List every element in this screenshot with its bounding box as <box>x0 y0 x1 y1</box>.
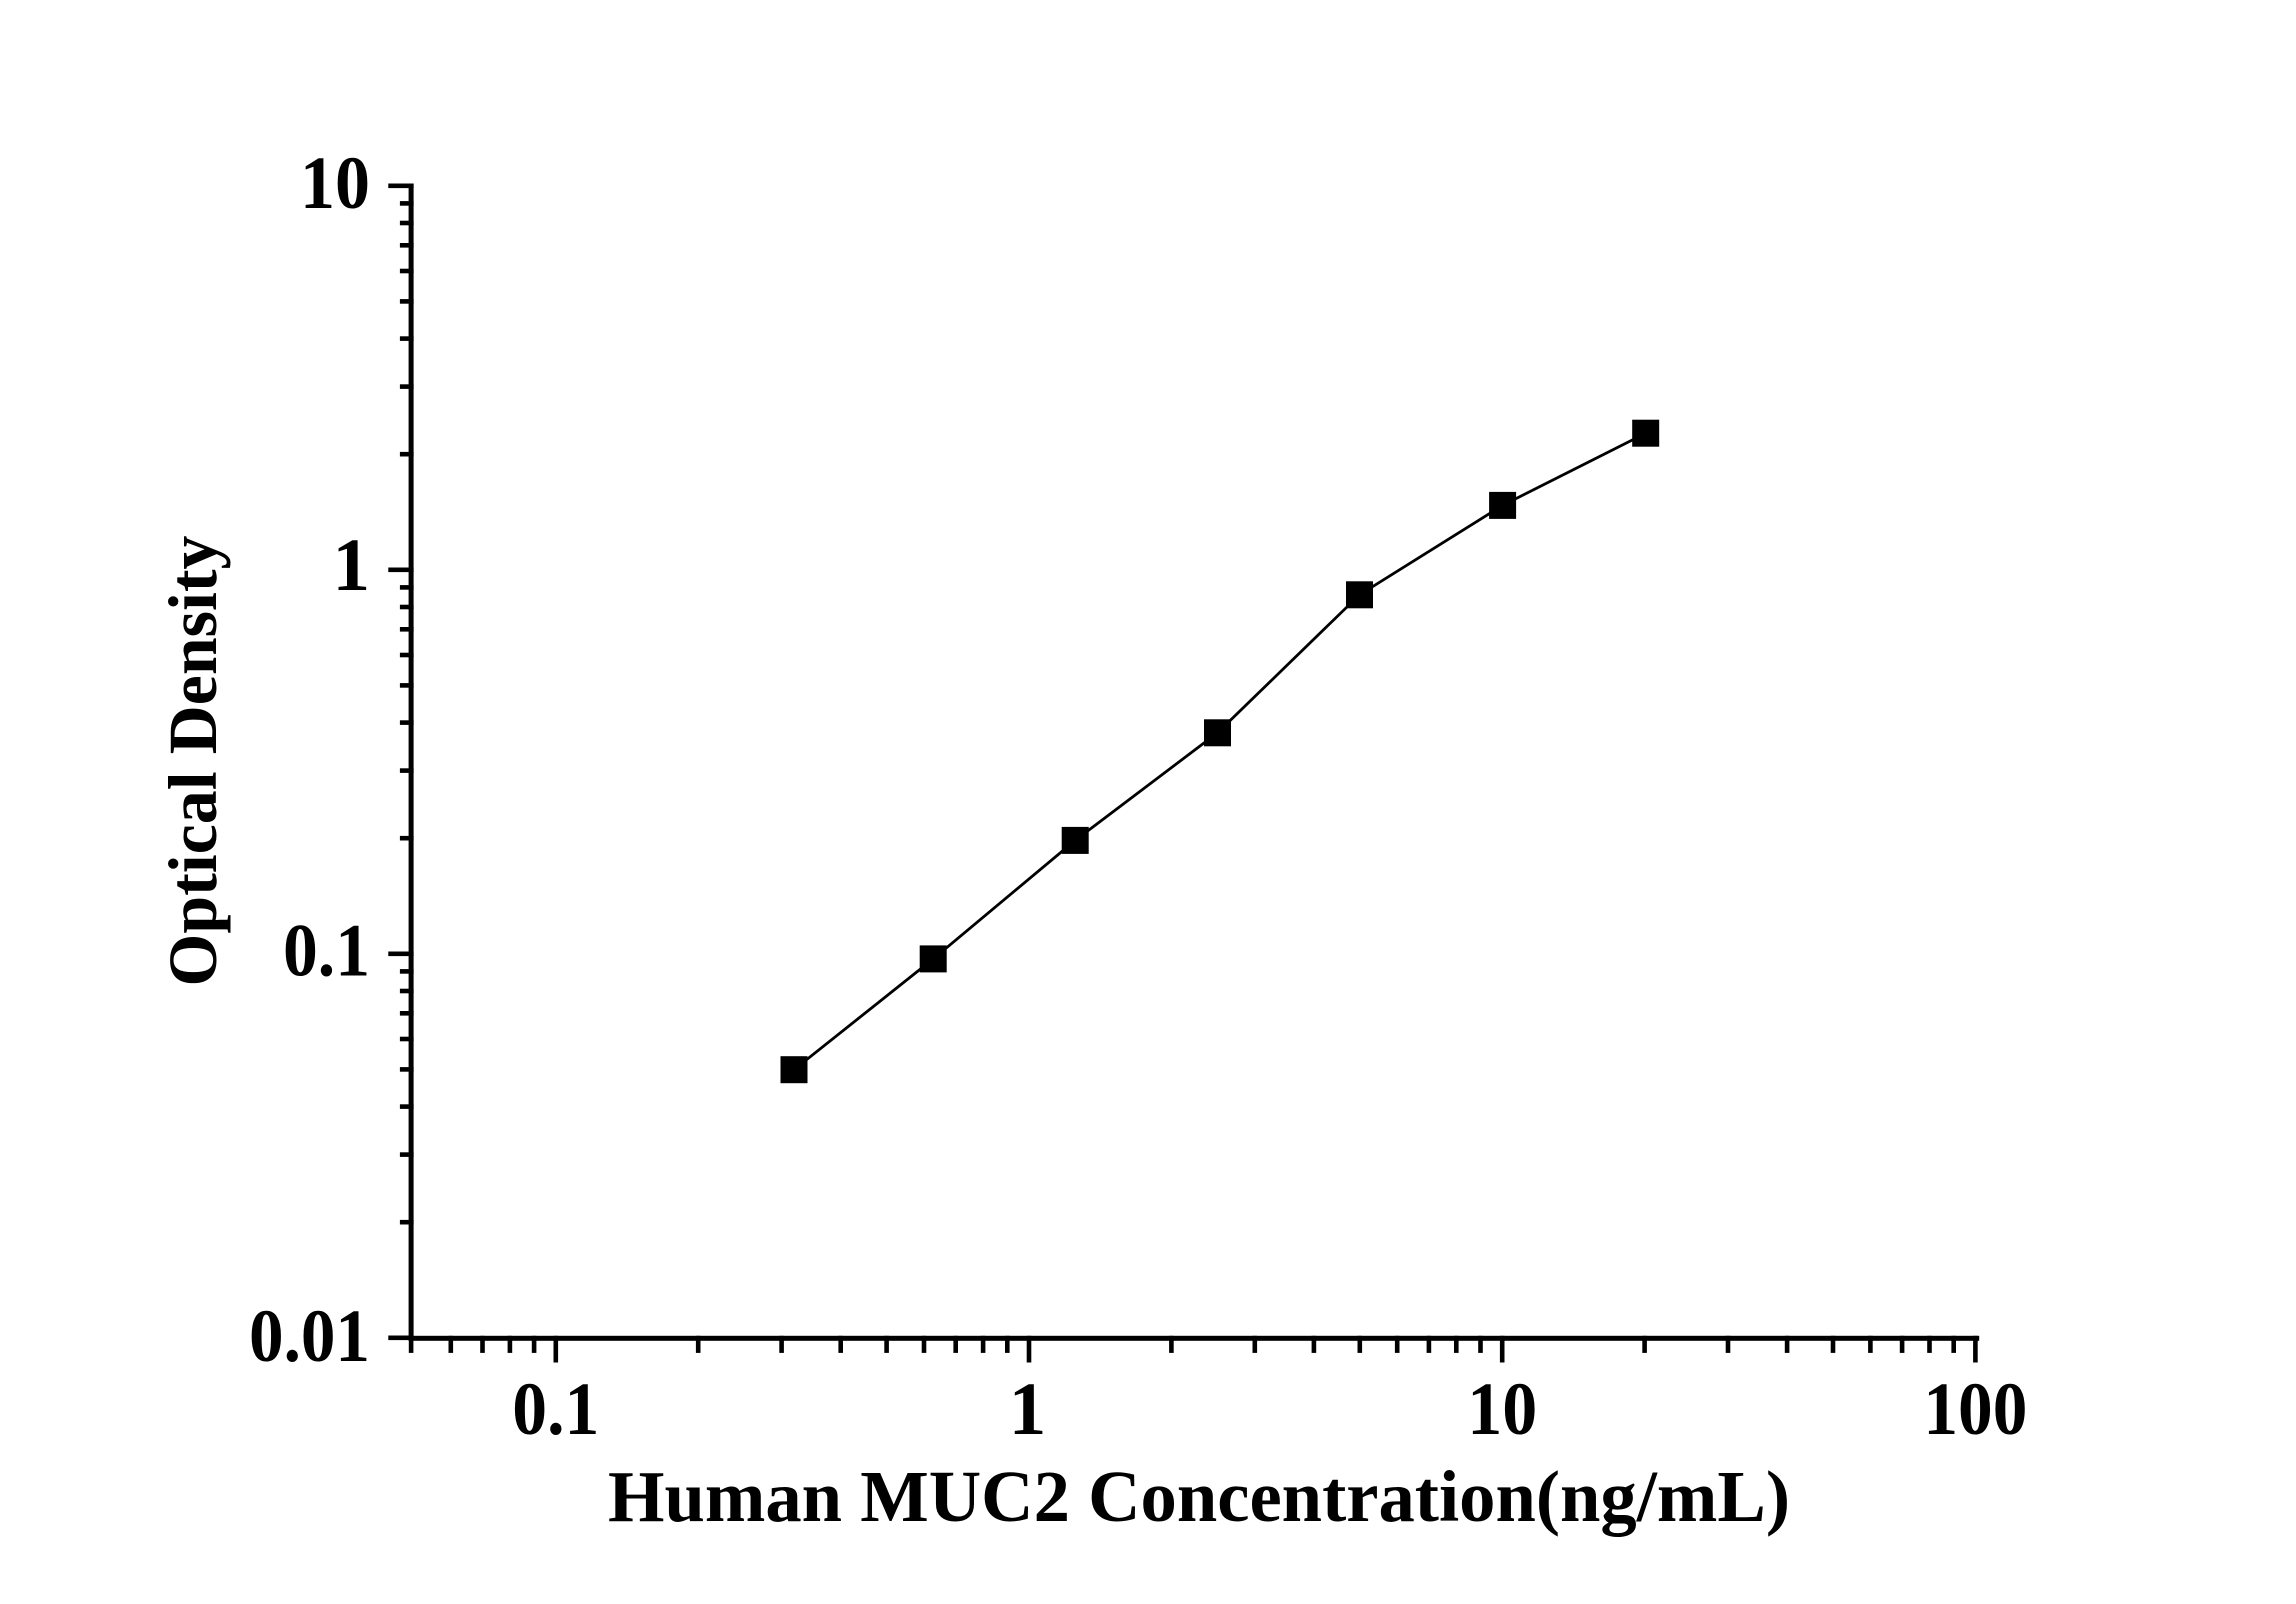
svg-text:1: 1 <box>333 524 371 607</box>
svg-text:Human MUC2 Concentration(ng/mL: Human MUC2 Concentration(ng/mL) <box>608 1456 1790 1537</box>
svg-text:100: 100 <box>1923 1368 2027 1451</box>
svg-text:10: 10 <box>300 142 370 225</box>
svg-text:0.1: 0.1 <box>512 1368 599 1451</box>
svg-text:Optical Density: Optical Density <box>155 536 231 987</box>
svg-text:10: 10 <box>1467 1368 1537 1451</box>
svg-text:1: 1 <box>1009 1368 1047 1451</box>
svg-text:0.01: 0.01 <box>249 1295 370 1378</box>
svg-text:0.1: 0.1 <box>283 910 370 993</box>
